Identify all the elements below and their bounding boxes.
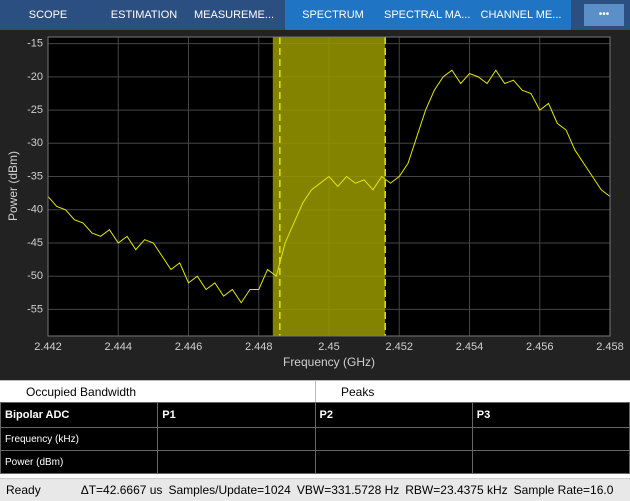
x-tick-label: 2.45 — [318, 341, 339, 353]
x-tick-label: 2.444 — [104, 341, 132, 353]
x-tick-label: 2.458 — [596, 341, 624, 353]
plot-border — [47, 36, 611, 337]
status-state: Ready — [6, 483, 41, 497]
row-label: Frequency (kHz) — [0, 427, 159, 451]
x-tick-label: 2.454 — [456, 341, 484, 353]
status-field: Sample Rate=16.0 — [513, 483, 614, 497]
occupied-band — [272, 37, 386, 336]
status-bar: Ready ΔT=42.6667 us Samples/Update=1024 VBW… — [0, 478, 630, 501]
tab[interactable]: ESTIMATION — [110, 9, 178, 21]
y-tick-label: -20 — [27, 71, 43, 83]
tab[interactable]: MEASUREME... — [194, 9, 274, 21]
y-axis-label: Power (dBm) — [6, 151, 20, 221]
status-field: Samples/Update=1024 — [168, 483, 291, 497]
y-tick-label: -30 — [27, 137, 43, 149]
tab[interactable]: SCOPE — [28, 9, 68, 21]
tab[interactable]: SPECTRAL MA... — [384, 9, 470, 21]
panel-title: Occupied Bandwidth — [26, 385, 137, 399]
panel-title: Peaks — [341, 385, 375, 399]
y-tick-label: -50 — [27, 270, 43, 282]
y-tick-label: -35 — [27, 170, 43, 182]
x-tick-label: 2.442 — [34, 341, 62, 353]
status-field: ΔT=42.6667 us — [80, 483, 163, 497]
x-tick-label: 2.446 — [175, 341, 203, 353]
spectrum-trace — [47, 69, 611, 304]
tab[interactable]: SPECTRUM — [302, 9, 364, 21]
chart: Frequency (GHz) Power (dBm) -15 -20 -25 -30… — [0, 30, 630, 380]
status-field: RBW=23.4375 kHz — [405, 483, 508, 497]
table-header: P1 — [157, 402, 316, 428]
y-tick-label: -40 — [27, 204, 43, 216]
x-tick-label: 2.456 — [526, 341, 554, 353]
x-tick-label: 2.448 — [245, 341, 273, 353]
tab[interactable]: CHANNEL ME... — [480, 9, 562, 21]
peaks-table: Bipolar ADC P1 P2 P3 Frequency (kHz) Pow… — [0, 402, 630, 474]
y-tick-label: -55 — [27, 303, 43, 315]
table-header: P3 — [471, 402, 630, 428]
y-tick-label: -15 — [27, 38, 43, 50]
y-tick-label: -25 — [27, 104, 43, 116]
toolbar: SCOPE ESTIMATION MEASUREME... SPECTRUM S… — [0, 0, 630, 30]
more-button[interactable]: ••• — [584, 4, 624, 26]
x-axis-label: Frequency (GHz) — [283, 355, 375, 369]
table-header: Bipolar ADC — [0, 402, 159, 428]
results-panel: Occupied Bandwidth Peaks — [0, 380, 630, 403]
y-tick-label: -45 — [27, 237, 43, 249]
table-header: P2 — [314, 402, 473, 428]
divider — [315, 381, 316, 403]
status-field: VBW=331.5728 Hz — [296, 483, 400, 497]
row-label: Power (dBm) — [0, 450, 159, 474]
x-tick-label: 2.452 — [385, 341, 413, 353]
tab-group — [285, 0, 571, 30]
